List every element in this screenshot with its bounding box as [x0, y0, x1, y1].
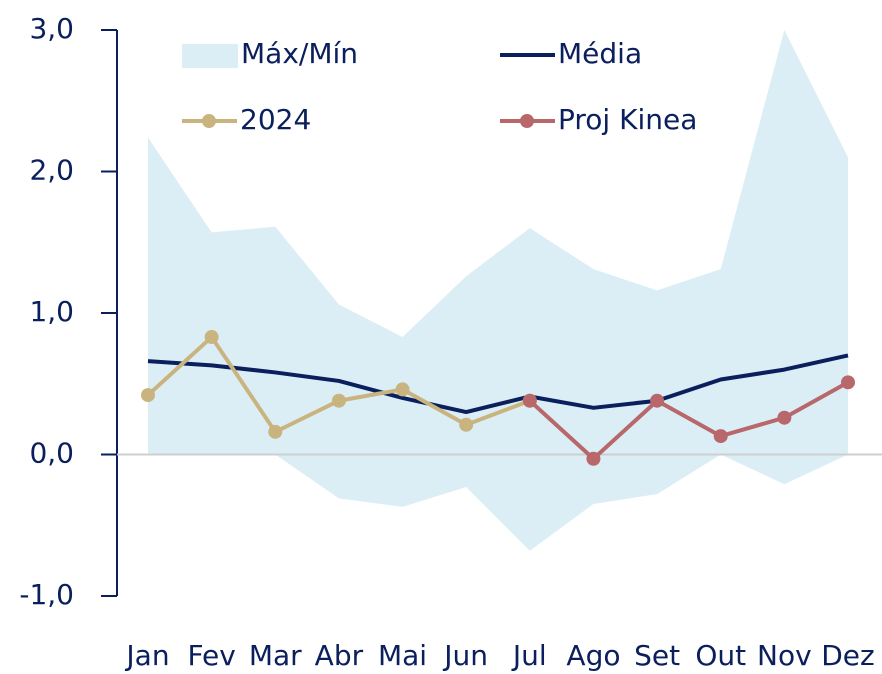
x-tick-label: Jan [124, 639, 169, 672]
y-tick-label: 2,0 [29, 154, 74, 187]
x-tick-label: Mai [378, 639, 427, 672]
point [141, 388, 155, 403]
point [331, 393, 346, 408]
legend-marker [202, 114, 216, 128]
band-area [148, 30, 848, 551]
legend-label: Proj Kinea [558, 103, 697, 136]
x-tick-label: Jun [442, 639, 488, 672]
point [204, 330, 219, 345]
point [395, 382, 410, 397]
point [713, 429, 728, 444]
x-tick-label: Out [695, 639, 746, 672]
point [586, 451, 601, 466]
point [522, 393, 537, 408]
y-tick-label: -1,0 [19, 578, 74, 611]
legend-label: Média [558, 37, 642, 70]
series-line [528, 380, 849, 461]
x-tick-label: Jul [511, 639, 547, 672]
x-tick-label: Dez [821, 639, 874, 672]
series-line [147, 353, 849, 415]
point [268, 424, 283, 439]
x-tick-label: Fev [187, 639, 235, 672]
point [459, 417, 474, 432]
x-tick-label: Set [634, 639, 680, 672]
legend-marker [520, 114, 534, 128]
legend-swatch [182, 44, 238, 68]
legend-label: Máx/Mín [241, 37, 358, 70]
point [841, 375, 855, 390]
legend-label: 2024 [240, 103, 311, 136]
x-tick-label: Mar [249, 639, 302, 672]
y-tick-label: 3,0 [29, 12, 74, 45]
x-tick-label: Ago [566, 639, 620, 672]
y-tick-label: 1,0 [29, 295, 74, 328]
point [650, 393, 665, 408]
point [777, 410, 792, 425]
y-tick-label: 0,0 [29, 437, 74, 470]
x-tick-label: Abr [315, 639, 364, 672]
x-tick-label: Nov [757, 639, 812, 672]
